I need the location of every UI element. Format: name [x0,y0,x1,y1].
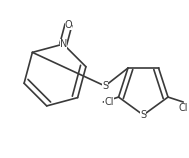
Text: S: S [140,110,146,120]
Text: S: S [102,81,108,91]
Text: O: O [65,20,72,30]
Text: N: N [60,39,67,49]
Text: Cl: Cl [104,97,114,107]
Text: Cl: Cl [178,103,188,113]
